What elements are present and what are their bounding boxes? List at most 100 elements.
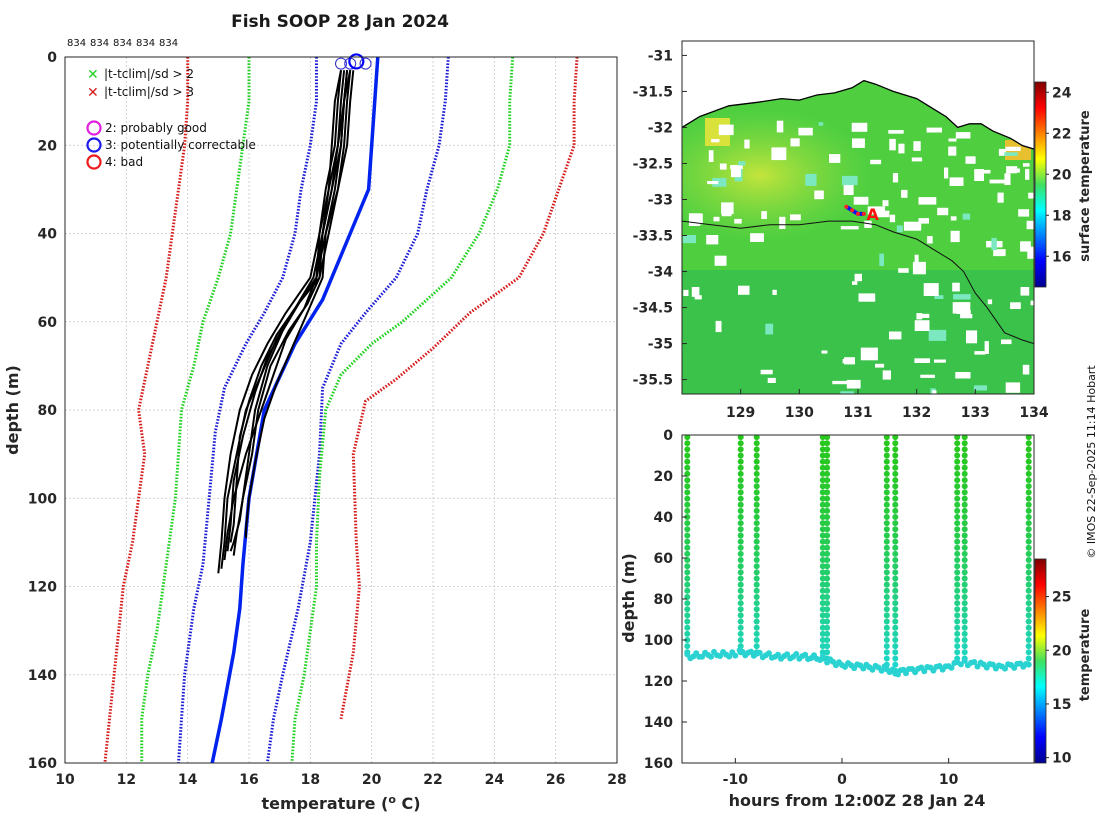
section-y-tick-label: 40 xyxy=(654,510,674,526)
cast-point xyxy=(824,538,831,545)
cast-point xyxy=(684,489,691,496)
cast-point xyxy=(819,630,826,637)
map-y-tick-label: -31 xyxy=(648,48,673,64)
cast-point xyxy=(824,563,831,570)
map-land xyxy=(682,41,1034,150)
cloud-gap xyxy=(852,281,858,285)
cloud-gap xyxy=(918,218,929,224)
cast-point xyxy=(737,458,744,465)
cast-point xyxy=(892,470,899,477)
cast-point xyxy=(954,575,961,582)
cast-point xyxy=(954,435,961,441)
cast-point xyxy=(824,470,831,477)
bottom-point xyxy=(756,649,763,656)
cloud-gap xyxy=(889,331,902,340)
cloud-gap xyxy=(914,254,919,263)
cast-point xyxy=(892,606,899,613)
section-background xyxy=(682,435,1034,763)
cast-point xyxy=(954,550,961,557)
y-tick-label: 100 xyxy=(28,491,57,507)
colorbar-tick-label: 20 xyxy=(1052,167,1072,183)
cast-point xyxy=(1025,532,1032,539)
cast-point xyxy=(753,587,760,594)
cast-point xyxy=(892,655,899,662)
map-coastline xyxy=(682,79,1034,150)
section-y-axis-label: depth (m) xyxy=(619,553,638,643)
cast-point xyxy=(1025,581,1032,588)
cast-point xyxy=(954,507,961,514)
cast-point xyxy=(737,557,744,563)
cast-point xyxy=(954,594,961,600)
cast-point xyxy=(753,458,760,465)
cloud-gap xyxy=(975,169,991,174)
cloud-gap xyxy=(818,122,824,126)
climatology-line xyxy=(140,57,251,763)
temperature-profile-line xyxy=(229,70,342,543)
bottom-point xyxy=(961,657,968,664)
cloud-gap xyxy=(692,213,703,225)
cast-point xyxy=(883,495,890,502)
legend-item: 4: bad xyxy=(86,154,143,170)
cast-point xyxy=(892,464,899,471)
cast-point xyxy=(684,569,691,576)
qc-flag-marker xyxy=(348,53,365,70)
cast-point xyxy=(824,526,831,533)
bottom-point xyxy=(878,667,885,674)
map-y-tick-label: -35 xyxy=(648,337,673,353)
cloud-gap xyxy=(937,207,949,216)
y-tick-label: 140 xyxy=(28,668,57,684)
cast-point xyxy=(883,514,890,520)
cast-point xyxy=(753,575,760,582)
cast-point xyxy=(684,514,691,520)
cast-point xyxy=(892,514,899,520)
section-y-tick-label: 60 xyxy=(654,551,674,567)
cross-marker-icon: ✕ xyxy=(87,67,99,83)
cast-point xyxy=(892,649,899,656)
cloud-gap xyxy=(712,177,727,187)
cast-point xyxy=(753,594,760,600)
track-point xyxy=(861,211,866,216)
circle-marker-icon xyxy=(86,120,102,136)
cloud-gap xyxy=(955,372,971,379)
cloud-gap xyxy=(707,181,719,185)
cloud-gap xyxy=(750,233,764,242)
cloud-gap xyxy=(832,380,849,385)
cast-point xyxy=(892,452,899,459)
cast-point xyxy=(753,446,760,453)
cast-point xyxy=(684,538,691,545)
track-point xyxy=(856,211,860,216)
cast-point xyxy=(824,495,831,502)
map-x-tick-label: 131 xyxy=(843,405,872,421)
bottom-point xyxy=(732,652,739,659)
cloud-gap xyxy=(912,261,926,275)
cast-point xyxy=(824,550,831,557)
cast-point xyxy=(1025,618,1032,625)
cast-point xyxy=(737,637,744,643)
cast-point xyxy=(961,507,968,514)
figure-title: Fish SOOP 28 Jan 2024 xyxy=(231,12,449,32)
cast-point xyxy=(1025,435,1032,441)
cast-point xyxy=(753,643,760,650)
cast-point xyxy=(1025,600,1032,607)
cast-point xyxy=(737,526,744,533)
cast-point xyxy=(1025,446,1032,453)
section-x-tick-label: 0 xyxy=(837,772,847,788)
cast-point xyxy=(954,630,961,637)
cloud-gap xyxy=(761,211,767,219)
cloud-gap xyxy=(738,161,746,166)
cast-point xyxy=(684,581,691,588)
cast-point xyxy=(954,446,961,453)
cast-point xyxy=(954,464,961,471)
profile-id-label: 834 xyxy=(159,38,178,49)
cast-point xyxy=(961,550,968,557)
cast-point xyxy=(1025,526,1032,533)
cast-point xyxy=(737,587,744,594)
temperature-profile-line xyxy=(223,70,352,561)
cloud-gap xyxy=(966,330,978,344)
bottom-point xyxy=(784,651,791,658)
cast-point xyxy=(1025,544,1032,551)
cast-point xyxy=(824,575,831,582)
cloud-gap xyxy=(711,139,720,143)
cast-point xyxy=(824,569,831,576)
